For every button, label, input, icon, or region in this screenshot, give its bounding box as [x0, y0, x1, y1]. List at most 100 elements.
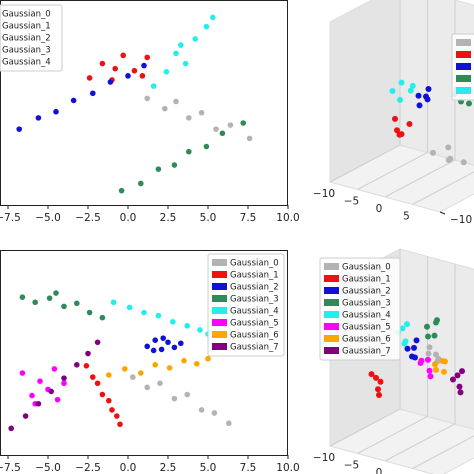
- scatter-point: [192, 36, 198, 42]
- scatter-point: [394, 127, 400, 134]
- scatter-point: [459, 368, 465, 375]
- scatter-point: [424, 323, 430, 330]
- scatter-point: [152, 362, 158, 368]
- scatter-point: [35, 115, 42, 121]
- scatter-point: [22, 413, 29, 419]
- scatter-point: [99, 391, 106, 398]
- x-tick-label: 5: [403, 211, 410, 223]
- scatter-point: [203, 23, 210, 30]
- scatter-point: [94, 339, 101, 346]
- scatter-point: [74, 300, 80, 307]
- scatter-point: [418, 357, 425, 364]
- legend-text: Gaussian_4: [2, 58, 51, 68]
- y-tick-label: −10: [450, 214, 472, 226]
- scatter-point: [432, 361, 438, 368]
- legend-text: Gaussian_2: [2, 34, 51, 44]
- scatter-point: [445, 144, 452, 151]
- legend-text: Gaussian_4: [230, 307, 279, 317]
- scatter-point: [150, 83, 157, 89]
- scatter-point: [434, 317, 440, 324]
- scatter-point: [141, 62, 147, 69]
- legend-text: Gaussian_6: [230, 331, 279, 341]
- scatter-point: [442, 358, 448, 365]
- scatter-point: [99, 60, 106, 67]
- y-tick-mark: [439, 211, 446, 215]
- scatter-point: [144, 54, 150, 61]
- axes-frame: [0, 0, 288, 206]
- scatter-point: [454, 372, 461, 379]
- scatter-point: [425, 356, 431, 363]
- scatter-point: [90, 90, 96, 97]
- legend-box: [0, 4, 63, 72]
- scatter-point: [198, 109, 205, 116]
- scatter-point: [401, 340, 408, 347]
- scatter-point: [150, 347, 157, 354]
- scatter-point: [152, 337, 158, 344]
- scatter-point: [407, 87, 414, 94]
- scatter-point: [90, 374, 96, 380]
- legend-swatch: [212, 343, 227, 350]
- scatter-point: [211, 410, 218, 416]
- x-tick-label: 7.5: [240, 212, 257, 224]
- legend-swatch: [324, 311, 339, 318]
- scatter-point: [126, 304, 133, 311]
- scatter-point: [178, 42, 184, 48]
- scatter-point: [404, 321, 410, 328]
- scatter-point: [409, 353, 415, 360]
- scatter-point: [416, 102, 423, 109]
- grid-line: [329, 0, 401, 183]
- scatter-point: [445, 156, 452, 163]
- scatter-point: [139, 73, 146, 79]
- legend-swatch: [324, 299, 339, 306]
- x-tick-label: −10: [313, 452, 335, 464]
- scatter-point: [138, 370, 144, 376]
- x-tick-label: 0.0: [120, 212, 137, 224]
- legend-text: Gaussian_4: [342, 311, 391, 321]
- grid-line: [357, 256, 428, 454]
- scatter-point: [109, 407, 115, 413]
- scatter-point: [155, 166, 162, 172]
- x-tick-label: −5: [344, 460, 359, 472]
- scatter-point: [53, 108, 59, 115]
- scatter-point: [107, 79, 114, 85]
- scatter-point: [144, 384, 150, 391]
- legend-text: Gaussian_3: [230, 295, 279, 305]
- x-tick-label: 10.0: [276, 212, 299, 224]
- legend-text: Gaussian_1: [342, 275, 391, 285]
- scatter-point: [35, 400, 42, 407]
- legend-swatch: [456, 51, 471, 58]
- scatter-point: [198, 407, 205, 413]
- scatter-point: [110, 299, 117, 306]
- legend-text: Gaussian_7: [230, 343, 279, 353]
- scatter-point: [409, 82, 416, 89]
- scatter-point: [29, 392, 35, 399]
- legend-text: Gaussian_3: [342, 299, 391, 309]
- grid-line: [412, 171, 474, 205]
- legend-text: Gaussian_1: [230, 271, 279, 281]
- x-tick-label: −5.0: [35, 212, 61, 224]
- x-tick-label: −2.5: [75, 462, 101, 474]
- scatter-point: [203, 143, 210, 150]
- x-tick-label: −5.0: [35, 462, 61, 474]
- scatter-point: [86, 75, 93, 81]
- scatter-point: [157, 380, 163, 387]
- x-tick-label: 10.0: [276, 462, 299, 474]
- legend-text: Gaussian_6: [342, 335, 391, 345]
- scatter-point: [120, 52, 126, 59]
- x-tick-label: 7.5: [240, 462, 257, 474]
- scatter-point: [86, 309, 93, 316]
- scatter-point: [184, 391, 190, 398]
- scatter-point: [163, 68, 170, 75]
- scatter-point: [186, 115, 192, 121]
- legend-swatch: [212, 259, 227, 266]
- scatter-point: [425, 333, 431, 340]
- scatter-point: [430, 149, 436, 156]
- legend-text: Gaussian_1: [2, 22, 51, 32]
- scatter-point: [425, 350, 432, 357]
- grid-line: [384, 264, 456, 462]
- scatter-point: [144, 343, 150, 350]
- scatter-point: [70, 97, 77, 104]
- scatter-point: [456, 383, 463, 390]
- scatter-point: [114, 413, 120, 419]
